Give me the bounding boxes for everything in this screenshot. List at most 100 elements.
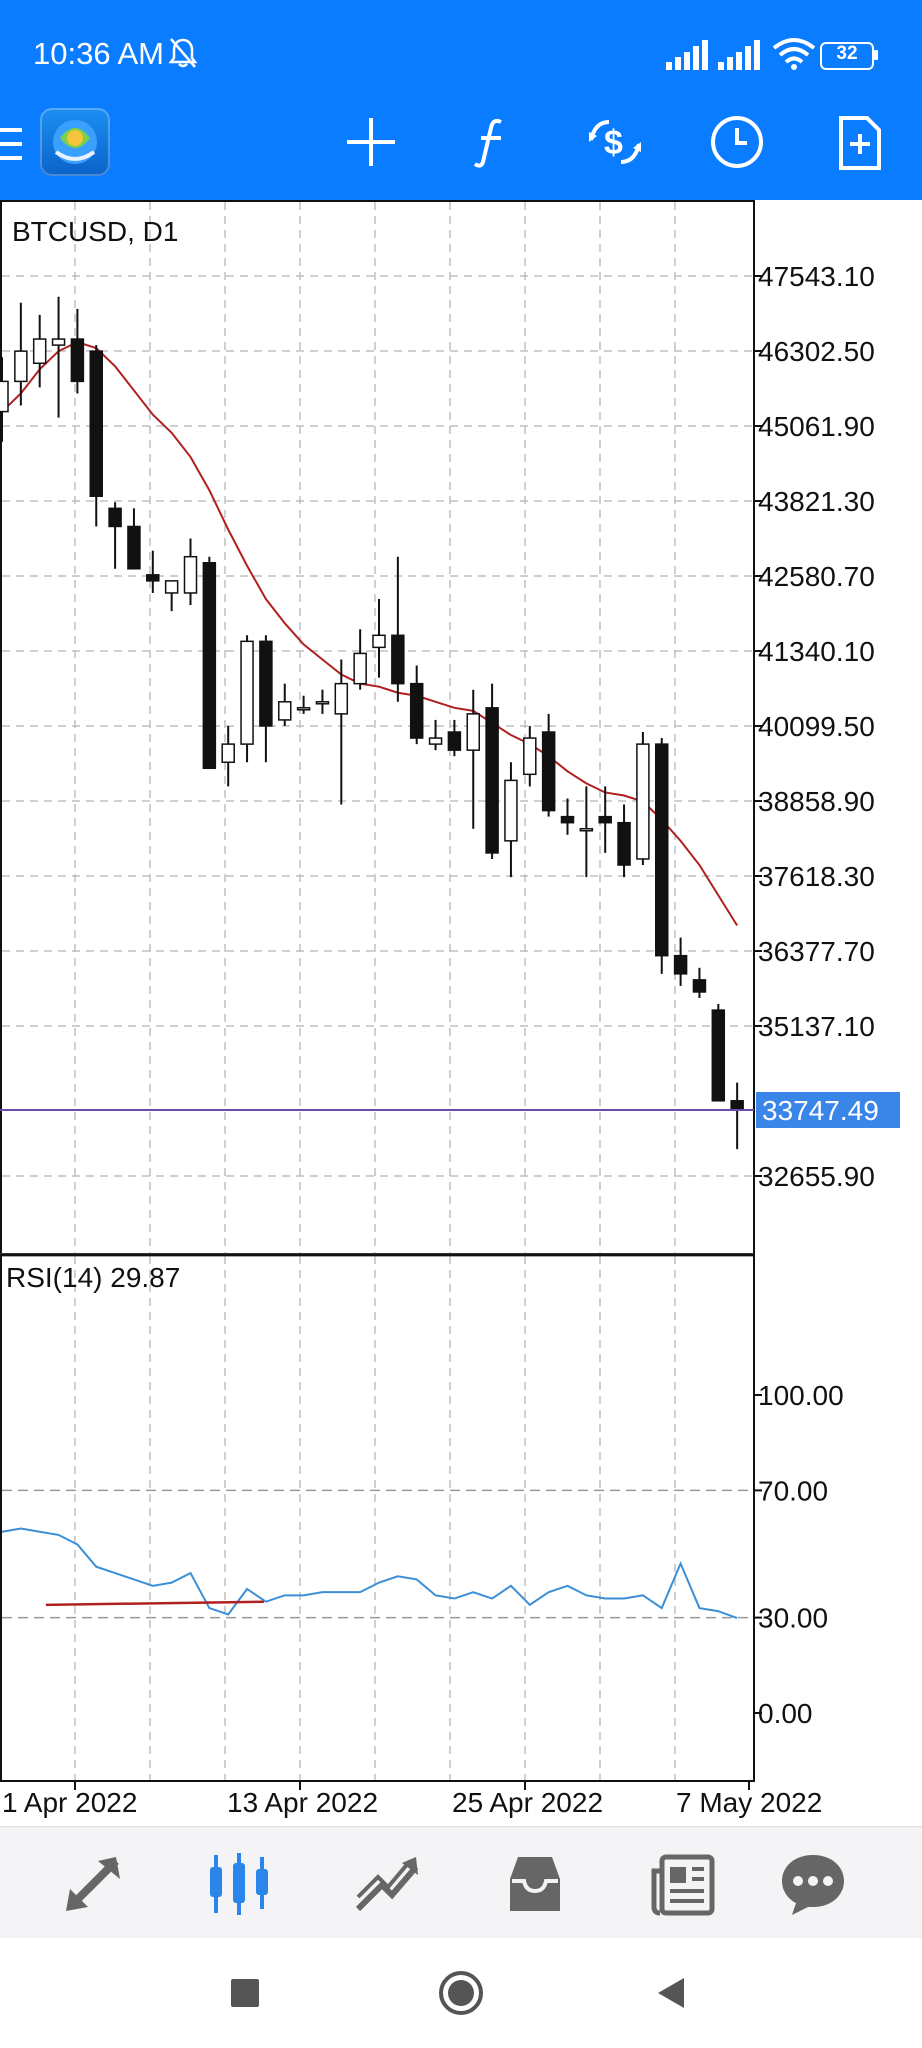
home-icon[interactable] [436,1968,486,2018]
candle [692,967,707,999]
price-panel-frame [0,200,755,1255]
current-price-tag [756,1092,900,1129]
svg-text:$: $ [604,124,623,162]
candle [315,689,330,714]
candle [391,556,405,702]
rsi-axis-label: 70.00 [758,1475,828,1506]
candle-body-bullish [0,380,9,413]
price-axis-label: 43821.30 [758,486,875,517]
candle [372,599,386,678]
status-bar: 10:36 AM 32 [0,0,922,112]
candle [579,786,594,878]
new-document-icon[interactable] [829,112,889,172]
rsi-axis-label: 100.00 [758,1380,844,1411]
candle-body-bearish [108,507,122,528]
candle-body-bearish [89,350,103,497]
candle-body-bullish [296,707,311,711]
candle [428,719,443,751]
candle [598,786,612,853]
candle-body-bullish [14,350,28,383]
candle [51,296,66,418]
candle-body-bearish [560,815,575,824]
candle [70,308,85,394]
battery-level: 32 [836,43,858,64]
history-icon[interactable] [500,1849,570,1919]
candle [409,665,424,745]
clock-icon[interactable] [707,112,767,172]
candle-body-bullish [334,682,349,715]
moving-average-line [1,341,738,926]
candle [485,683,499,859]
rsi-trendline [45,1600,264,1607]
candle-body-bullish [32,338,47,364]
candle-body-bullish [183,555,198,594]
candle-body-bearish [409,682,424,739]
price-axis-label: 38858.90 [758,786,875,817]
candle [730,1082,744,1150]
chart-area[interactable]: 47543.10 46302.50 45061.90 43821.30 42580.70… [0,200,922,1826]
menu-icon[interactable] [0,126,24,162]
current-price-value: 33747.49 [762,1095,879,1126]
app-logo-icon[interactable] [40,108,110,176]
candle-body-bearish [485,707,499,854]
signal-icon [718,40,760,70]
function-icon[interactable] [463,112,523,172]
candle-body-bearish [730,1100,744,1111]
chat-icon[interactable] [778,1849,848,1919]
rsi-line [1,1527,738,1619]
candle [164,580,179,612]
back-icon[interactable] [648,1968,698,2018]
candle-body-bearish [70,338,85,383]
candle [504,762,518,878]
toolbar [0,112,922,200]
candle [278,683,292,726]
candle [0,357,9,442]
candle-body-bearish [711,1009,726,1102]
candle [221,725,235,787]
candle [541,713,556,817]
recents-icon[interactable] [220,1968,270,2018]
news-icon[interactable] [648,1849,718,1919]
candle [466,689,480,829]
candle-body-bearish [447,731,462,751]
candle [32,314,47,388]
candle [296,695,311,714]
candle [353,629,367,690]
rsi-axis-label: 0.00 [758,1698,813,1729]
candle-body-bullish [428,737,443,745]
candle-body-bullish [636,743,650,860]
candle-body-bullish [353,652,367,685]
candle [240,635,254,763]
date-axis-label: 7 May 2022 [676,1787,822,1818]
signal-icon [666,40,708,70]
price-chart[interactable]: 47543.10 46302.50 45061.90 43821.30 42580.70… [0,200,922,1826]
candle [447,719,462,757]
price-axis-label: 35137.10 [758,1011,875,1042]
candle [89,345,103,527]
candle [673,937,688,986]
price-axis-label: 46302.50 [758,336,875,367]
status-time: 10:36 AM [33,36,164,71]
candle-body-bullish [372,634,386,649]
rsi-label: RSI(14) 29.87 [6,1262,180,1293]
bottom-navigation [0,1826,922,1939]
candle-body-bearish [391,634,405,685]
candle-body-bullish [504,779,518,842]
candle-body-bullish [164,580,179,594]
trade-icon[interactable]: $ [585,112,645,172]
price-axis-label: 37618.30 [758,861,875,892]
candle-body-bearish [655,743,669,957]
trade-icon[interactable] [352,1849,422,1919]
candle-body-bearish [202,561,217,770]
candle-body-bullish [315,701,330,705]
crosshair-icon[interactable] [341,112,401,172]
price-axis-label: 40099.50 [758,711,875,742]
candle [523,725,537,787]
quotes-icon[interactable] [58,1849,128,1919]
candle-body-bearish [692,979,707,993]
price-axis-label: 42580.70 [758,561,875,592]
price-axis-label: 45061.90 [758,411,875,442]
chart-icon[interactable] [204,1849,274,1919]
candle-body-bullish [240,640,254,745]
candle [202,556,217,770]
